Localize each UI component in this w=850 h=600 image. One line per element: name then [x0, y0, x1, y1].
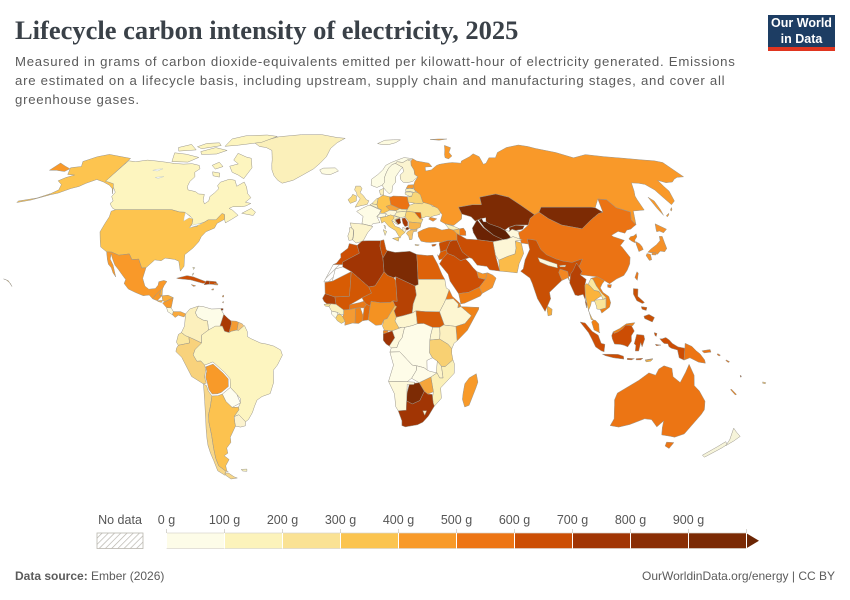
- svg-text:500 g: 500 g: [441, 513, 472, 527]
- svg-text:100 g: 100 g: [209, 513, 240, 527]
- svg-text:700 g: 700 g: [557, 513, 588, 527]
- svg-text:200 g: 200 g: [267, 513, 298, 527]
- svg-text:900 g: 900 g: [673, 513, 704, 527]
- svg-text:800 g: 800 g: [615, 513, 646, 527]
- svg-text:0 g: 0 g: [158, 513, 175, 527]
- svg-text:400 g: 400 g: [383, 513, 414, 527]
- svg-text:600 g: 600 g: [499, 513, 530, 527]
- svg-text:No data: No data: [98, 513, 142, 527]
- svg-text:300 g: 300 g: [325, 513, 356, 527]
